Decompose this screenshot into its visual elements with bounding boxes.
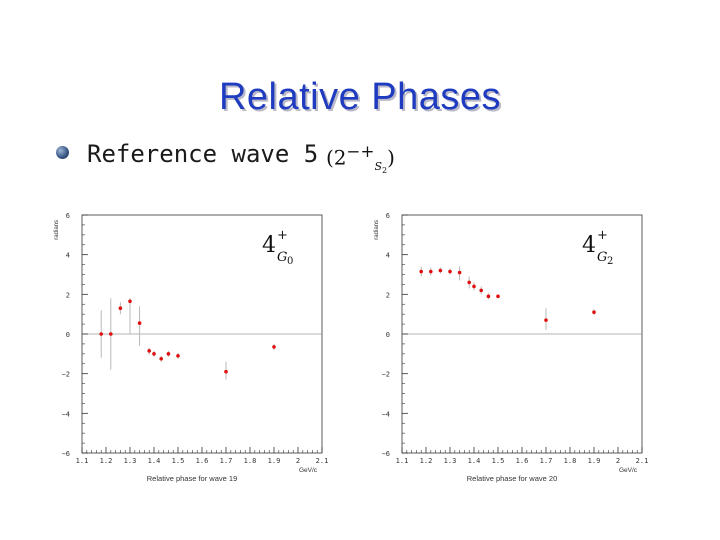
x-tick-label: 1.5 bbox=[492, 457, 505, 465]
slide-title: Relative Phases bbox=[218, 76, 502, 118]
x-tick-label: 2 bbox=[616, 457, 620, 465]
wave-label: 4 + G 2 bbox=[582, 228, 613, 267]
y-tick-label: −2 bbox=[382, 371, 390, 379]
x-tick-label: 1.6 bbox=[516, 457, 529, 465]
y-axis-label: radians bbox=[54, 220, 60, 240]
x-axis-unit: GeV/c bbox=[619, 467, 638, 474]
data-point bbox=[272, 345, 276, 349]
data-point bbox=[109, 332, 113, 336]
x-tick-label: 2.1 bbox=[636, 457, 649, 465]
x-tick-label: 1.3 bbox=[444, 457, 457, 465]
x-tick-label: 1.9 bbox=[268, 457, 281, 465]
data-point bbox=[159, 356, 163, 361]
x-tick-label: 1.2 bbox=[100, 457, 113, 465]
data-point bbox=[128, 299, 132, 304]
y-tick-label: −4 bbox=[382, 410, 390, 418]
data-point bbox=[486, 294, 491, 299]
y-tick-label: 6 bbox=[66, 212, 70, 220]
x-tick-label: 1.4 bbox=[148, 457, 161, 465]
data-point bbox=[147, 349, 151, 353]
x-tick-label: 2.1 bbox=[316, 457, 329, 465]
formula-close: ) bbox=[387, 145, 395, 170]
data-point bbox=[118, 306, 123, 311]
data-point bbox=[457, 270, 462, 275]
phase-chart-wave-19: −6 −4 −2 0 2 4 6 1.1 1.2 1.3 1.4 1.5 1.6 1.7 1.8 1.9 2 2.… bbox=[54, 212, 329, 483]
y-tick-label: −4 bbox=[62, 410, 70, 418]
y-tick-label: −2 bbox=[62, 371, 70, 379]
y-tick-label: 0 bbox=[386, 331, 390, 339]
x-axis-label: Relative phase for wave 20 bbox=[467, 474, 557, 483]
y-tick-label: 2 bbox=[386, 291, 390, 299]
data-point bbox=[152, 352, 156, 356]
data-point bbox=[166, 352, 171, 356]
data-point bbox=[438, 268, 443, 273]
y-tick-label: −6 bbox=[382, 450, 390, 458]
formula-sub2: 2 bbox=[382, 165, 388, 175]
data-point bbox=[592, 310, 596, 314]
data-point bbox=[99, 332, 103, 336]
formula-sup: −+ bbox=[346, 142, 375, 161]
x-tick-label: 1.3 bbox=[124, 457, 137, 465]
data-point bbox=[224, 369, 228, 374]
data-point bbox=[467, 280, 471, 285]
wave-label-base: 4 bbox=[262, 233, 276, 258]
y-tick-label: −6 bbox=[62, 450, 70, 458]
slide-subtitle: Reference wave 5 bbox=[87, 140, 319, 168]
wave-label-sub-num: 2 bbox=[607, 256, 613, 267]
y-tick-label: 2 bbox=[66, 291, 70, 299]
x-tick-label: 1.9 bbox=[588, 457, 601, 465]
y-axis-label: radians bbox=[374, 220, 380, 240]
data-point bbox=[137, 321, 142, 325]
x-tick-label: 1.7 bbox=[540, 457, 553, 465]
wave-label-sub-num: 0 bbox=[287, 256, 293, 267]
x-axis-label: Relative phase for wave 19 bbox=[147, 474, 237, 483]
x-tick-label: 1.8 bbox=[244, 457, 257, 465]
data-point bbox=[176, 354, 180, 358]
reference-wave-formula: (2−+S2) bbox=[326, 142, 395, 175]
wave-label: 4 + G 0 bbox=[262, 228, 293, 267]
wave-label-sup: + bbox=[597, 228, 608, 243]
y-tick-label: 6 bbox=[386, 212, 390, 220]
x-tick-label: 1.1 bbox=[76, 457, 89, 465]
data-point bbox=[544, 318, 548, 322]
formula-sub: S bbox=[374, 159, 382, 173]
x-tick-label: 1.6 bbox=[196, 457, 209, 465]
bullet-icon bbox=[56, 146, 69, 159]
data-point bbox=[479, 288, 483, 293]
y-tick-label: 4 bbox=[386, 252, 390, 260]
x-tick-label: 1.7 bbox=[220, 457, 233, 465]
data-point bbox=[496, 294, 500, 299]
formula-main: (2 bbox=[326, 145, 347, 170]
x-tick-label: 1.8 bbox=[564, 457, 577, 465]
data-point bbox=[419, 269, 423, 274]
x-tick-label: 1.4 bbox=[468, 457, 481, 465]
x-tick-label: 1.1 bbox=[396, 457, 409, 465]
wave-label-sub: G bbox=[597, 250, 607, 265]
y-tick-label: 0 bbox=[66, 331, 70, 339]
wave-label-sup: + bbox=[277, 228, 288, 243]
x-tick-label: 1.5 bbox=[172, 457, 185, 465]
x-tick-label: 1.2 bbox=[420, 457, 433, 465]
x-tick-label: 2 bbox=[296, 457, 300, 465]
wave-label-sub: G bbox=[277, 250, 287, 265]
data-point bbox=[472, 284, 476, 289]
x-axis-unit: GeV/c bbox=[299, 467, 318, 474]
data-point bbox=[429, 269, 433, 274]
data-point bbox=[448, 269, 452, 274]
wave-label-base: 4 bbox=[582, 233, 596, 258]
y-tick-label: 4 bbox=[66, 252, 70, 260]
